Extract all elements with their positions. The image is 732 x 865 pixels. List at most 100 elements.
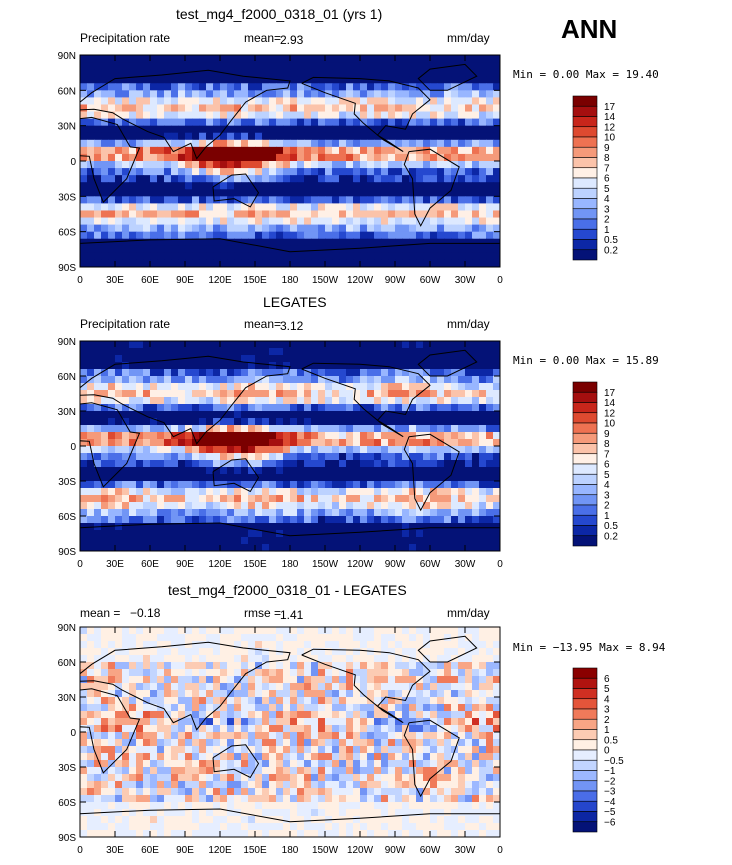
x-tick-label: 60E — [141, 275, 159, 286]
colorbar-swatch — [572, 198, 598, 210]
panel-title: LEGATES — [263, 294, 327, 310]
panel-minmax: Min = 0.00 Max = 15.89 — [513, 354, 659, 367]
y-tick-label: 30N — [58, 407, 76, 418]
panel-left-label: Precipitation rate — [80, 317, 171, 331]
colorbar-label: 9 — [604, 143, 610, 154]
colorbar-swatch — [572, 126, 598, 138]
x-tick-label: 30W — [455, 845, 476, 856]
colorbar-label: 6 — [604, 674, 610, 685]
x-tick-label: 90E — [176, 559, 194, 570]
x-tick-label: 0 — [77, 845, 83, 856]
colorbar-swatch — [572, 504, 598, 516]
x-tick-label: 0 — [497, 559, 503, 570]
x-tick-label: 120E — [208, 275, 232, 286]
x-tick-label: 150W — [312, 559, 339, 570]
panel-units: mm/day — [447, 606, 490, 620]
colorbar-label: 12 — [604, 122, 616, 133]
colorbar-label: 14 — [604, 398, 616, 409]
panel-units: mm/day — [447, 317, 490, 331]
colorbar-label: 5 — [604, 184, 610, 195]
colorbar-swatch — [572, 811, 598, 823]
colorbar-swatch — [572, 698, 598, 710]
colorbar-label: 5 — [604, 684, 610, 695]
panel-mean-value: 2.93 — [280, 33, 304, 47]
colorbar-label: 3 — [604, 705, 610, 716]
x-tick-label: 180 — [282, 559, 299, 570]
x-tick-label: 30E — [106, 559, 124, 570]
panel-mean-value: 3.12 — [280, 319, 304, 333]
colorbar-swatch — [572, 187, 598, 199]
colorbar-swatch — [572, 136, 598, 148]
colorbar-swatch — [572, 473, 598, 485]
colorbar-label: 3 — [604, 204, 610, 215]
colorbar-label: 8 — [604, 439, 610, 450]
colorbar-label: 0.5 — [604, 521, 618, 532]
y-tick-label: 60N — [58, 86, 76, 97]
colorbar-label: 4 — [604, 480, 610, 491]
colorbar-swatch — [572, 790, 598, 802]
colorbar-label: 14 — [604, 112, 616, 123]
colorbar-swatch — [572, 116, 598, 128]
panel-title: test_mg4_f2000_0318_01 - LEGATES — [168, 582, 407, 598]
y-tick-label: 90S — [58, 833, 76, 844]
panel-minmax: Min = 0.00 Max = 19.40 — [513, 68, 659, 81]
panel-rmse-value: 1.41 — [280, 608, 304, 622]
y-tick-label: 30S — [58, 763, 76, 774]
x-tick-label: 90E — [176, 275, 194, 286]
colorbar-swatch — [572, 525, 598, 537]
x-tick-label: 0 — [497, 275, 503, 286]
x-tick-label: 150E — [243, 845, 267, 856]
colorbar-swatch — [572, 146, 598, 158]
colorbar-label: 4 — [604, 194, 610, 205]
x-tick-label: 120W — [347, 559, 374, 570]
x-tick-label: 90W — [385, 845, 406, 856]
colorbar-swatch — [572, 494, 598, 506]
panel-units: mm/day — [447, 31, 490, 45]
colorbar-swatch — [572, 535, 598, 547]
x-tick-label: 60W — [420, 845, 441, 856]
y-tick-label: 60S — [58, 512, 76, 523]
colorbar-label: 0 — [604, 746, 610, 757]
colorbar-swatch — [572, 228, 598, 240]
x-tick-label: 30E — [106, 845, 124, 856]
colorbar-label: 7 — [604, 449, 610, 460]
colorbar-swatch — [572, 249, 598, 261]
colorbar-label: 9 — [604, 429, 610, 440]
y-tick-label: 90N — [58, 51, 76, 62]
colorbar-label: −1 — [604, 766, 616, 777]
y-tick-label: 90N — [58, 623, 76, 634]
colorbar-label: 10 — [604, 419, 616, 430]
x-tick-label: 90E — [176, 845, 194, 856]
colorbar-swatch — [572, 677, 598, 689]
colorbar-label: 1 — [604, 225, 610, 236]
colorbar-swatch — [572, 821, 598, 833]
x-tick-label: 60W — [420, 559, 441, 570]
x-tick-label: 30W — [455, 275, 476, 286]
colorbar-label: −0.5 — [604, 756, 624, 767]
colorbar-swatch — [572, 688, 598, 700]
panel-left-label: mean = — [80, 606, 121, 620]
colorbar-label: 6 — [604, 174, 610, 185]
x-tick-label: 60E — [141, 845, 159, 856]
y-tick-label: 30N — [58, 693, 76, 704]
colorbar-label: 7 — [604, 163, 610, 174]
panel-rmse-label: rmse = — [244, 606, 282, 620]
colorbar-swatch — [572, 432, 598, 444]
panel-title: test_mg4_f2000_0318_01 (yrs 1) — [176, 6, 383, 22]
x-tick-label: 30E — [106, 275, 124, 286]
panel-minmax: Min = −13.95 Max = 8.94 — [513, 641, 666, 654]
colorbar-label: 12 — [604, 408, 616, 419]
colorbar-swatch — [572, 718, 598, 730]
colorbar-label: 5 — [604, 470, 610, 481]
colorbar-label: 3 — [604, 490, 610, 501]
x-tick-label: 120E — [208, 845, 232, 856]
colorbar-label: 0.2 — [604, 531, 618, 542]
colorbar-swatch — [572, 422, 598, 434]
colorbar-label: 17 — [604, 102, 616, 113]
x-tick-label: 120W — [347, 845, 374, 856]
colorbar-label: 2 — [604, 501, 610, 512]
colorbar-label: 1 — [604, 511, 610, 522]
colorbar-swatch — [572, 759, 598, 771]
y-tick-label: 90N — [58, 337, 76, 348]
x-tick-label: 90W — [385, 275, 406, 286]
